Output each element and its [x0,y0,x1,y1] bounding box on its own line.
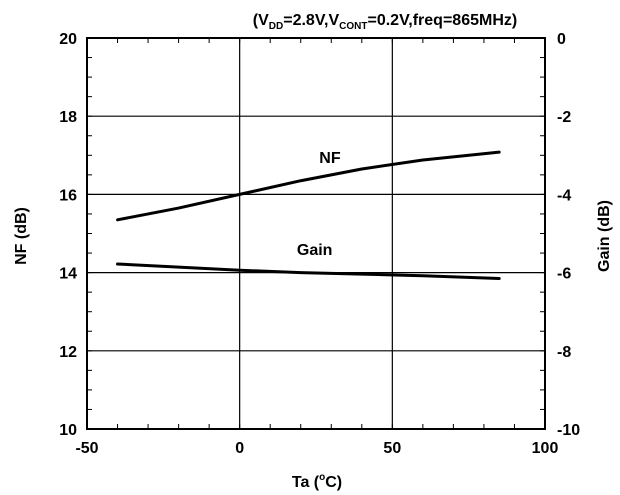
x-tick-label: -50 [75,440,98,457]
chart-title: (VDD=2.8V,VCONT=0.2V,freq=865MHz) [253,12,517,32]
y-left-tick-label: 12 [59,344,77,361]
x-tick-label: 50 [383,440,401,457]
y-right-tick-labels: -10 -8 -6 -4 -2 0 [557,31,580,439]
x-tick-label: 0 [235,440,244,457]
y-left-tick-label: 14 [59,266,77,283]
x-tick-label: 100 [532,440,559,457]
y-left-tick-label: 16 [59,187,77,204]
plot-frame [86,37,546,430]
x-tick-labels: -50 0 50 100 [75,440,558,457]
y-right-axis-label: Gain (dB) [596,200,613,272]
annotation-nf: NF [319,150,341,167]
y-left-tick-labels: 10 12 14 16 18 20 [59,31,77,439]
y-right-tick-label: -2 [557,109,571,126]
y-left-tick-label: 20 [59,31,77,48]
y-right-tick-label: -4 [557,187,571,204]
y-right-tick-label: -6 [557,266,571,283]
series-group [116,150,501,280]
y-left-axis-label: NF (dB) [13,207,30,265]
y-right-tick-label: -8 [557,344,571,361]
annotation-gain: Gain [297,242,333,259]
series-line-nf [116,150,501,222]
y-left-tick-label: 18 [59,109,77,126]
y-right-tick-label: -10 [557,422,580,439]
grid-lines [86,37,546,430]
y-right-tick-label: 0 [557,31,566,48]
y-left-tick-label: 10 [59,422,77,439]
series-line-gain [116,262,501,280]
x-axis-label: Ta (oC) [292,472,342,491]
annotations: NF Gain [297,150,341,259]
minor-ticks [86,37,546,430]
